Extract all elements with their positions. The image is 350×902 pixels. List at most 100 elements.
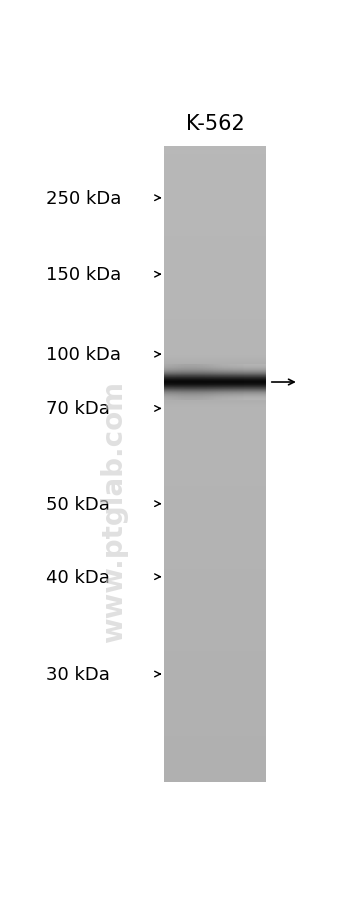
Bar <box>164 327 266 329</box>
Bar <box>164 507 266 509</box>
Bar <box>164 661 266 663</box>
Bar <box>164 478 266 480</box>
Bar <box>164 188 266 189</box>
Bar <box>164 730 266 732</box>
Bar <box>164 699 266 701</box>
Bar <box>164 749 266 750</box>
Bar <box>164 290 266 291</box>
Bar <box>164 296 266 298</box>
Bar <box>164 520 266 521</box>
Bar <box>164 258 266 259</box>
Bar <box>164 246 266 248</box>
Bar <box>164 575 266 577</box>
Bar <box>164 645 266 647</box>
Bar <box>164 769 266 771</box>
Bar <box>230 364 231 400</box>
Bar <box>164 325 266 326</box>
Bar <box>164 722 266 723</box>
Bar <box>164 192 266 194</box>
Bar <box>164 304 266 305</box>
Bar <box>164 590 266 592</box>
Bar <box>164 486 266 488</box>
Bar <box>164 446 266 448</box>
Bar <box>164 596 266 598</box>
Bar <box>164 326 266 327</box>
Bar <box>206 364 207 400</box>
Bar <box>200 364 201 400</box>
Bar <box>164 148 266 150</box>
Bar <box>164 739 266 741</box>
Bar <box>164 146 266 148</box>
Bar <box>164 172 266 173</box>
Bar <box>164 688 266 690</box>
Bar <box>164 413 266 415</box>
Bar <box>164 701 266 703</box>
Bar <box>164 496 266 498</box>
Bar <box>164 534 266 536</box>
Bar <box>184 364 185 400</box>
Bar <box>164 521 266 523</box>
Bar <box>164 281 266 283</box>
Bar <box>164 448 266 450</box>
Bar <box>208 364 209 400</box>
Bar <box>242 364 243 400</box>
Bar <box>164 771 266 772</box>
Bar <box>164 254 266 256</box>
Bar <box>164 613 266 615</box>
Bar <box>164 358 266 359</box>
Bar <box>164 431 266 432</box>
Bar <box>164 240 266 242</box>
Bar <box>164 245 266 246</box>
Bar <box>164 277 266 279</box>
Bar <box>164 377 266 379</box>
Bar <box>164 684 266 685</box>
Bar <box>164 488 266 490</box>
Bar <box>164 338 266 340</box>
Bar <box>164 577 266 578</box>
Bar <box>173 364 174 400</box>
Bar <box>164 218 266 219</box>
Bar <box>178 364 179 400</box>
Bar <box>164 707 266 709</box>
Bar <box>164 329 266 331</box>
Bar <box>164 650 266 651</box>
Bar <box>164 713 266 715</box>
Bar <box>164 726 266 728</box>
Bar <box>164 396 266 398</box>
Bar <box>164 344 266 345</box>
Bar <box>164 703 266 704</box>
Bar <box>164 234 266 235</box>
Bar <box>164 239 266 240</box>
Bar <box>164 453 266 455</box>
Bar <box>164 552 266 553</box>
Bar <box>164 529 266 531</box>
Bar <box>164 337 266 338</box>
Bar <box>164 279 266 280</box>
Bar <box>164 501 266 502</box>
Bar <box>164 352 266 353</box>
Bar <box>164 165 266 167</box>
Bar <box>164 213 266 215</box>
Bar <box>177 364 178 400</box>
Bar <box>164 631 266 632</box>
Bar <box>164 202 266 204</box>
Bar <box>164 189 266 191</box>
Bar <box>164 712 266 713</box>
Bar <box>164 502 266 504</box>
Bar <box>196 364 197 400</box>
Bar <box>164 231 266 232</box>
Bar <box>164 167 266 169</box>
Bar <box>164 221 266 223</box>
Bar <box>164 346 266 348</box>
Bar <box>164 649 266 650</box>
Bar <box>164 467 266 469</box>
Bar <box>164 385 266 386</box>
Bar <box>164 559 266 561</box>
Bar <box>194 364 195 400</box>
Bar <box>164 632 266 634</box>
Bar <box>164 778 266 780</box>
Bar <box>170 364 172 400</box>
Bar <box>164 505 266 507</box>
Bar <box>164 603 266 604</box>
Bar <box>164 175 266 177</box>
